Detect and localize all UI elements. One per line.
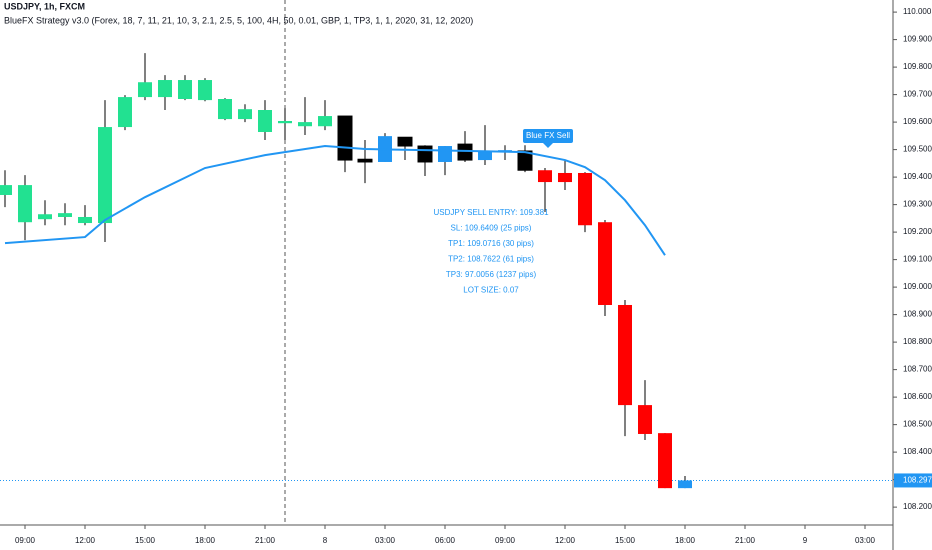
candle-body (178, 80, 192, 100)
x-tick-label: 9 (803, 536, 808, 545)
candle-body (78, 216, 92, 224)
y-tick-label: 109.200 (903, 227, 932, 236)
moving-average (4, 145, 666, 256)
candle-body (98, 127, 112, 224)
candle-body (238, 109, 252, 120)
candle-body (258, 110, 272, 133)
y-tick-label: 108.500 (903, 420, 932, 429)
candle-body (397, 136, 413, 147)
candle-body (438, 146, 452, 162)
candle-body (517, 150, 533, 171)
candle-body (318, 116, 332, 127)
x-tick-label: 21:00 (255, 536, 276, 545)
x-tick-label: 03:00 (375, 536, 396, 545)
candle-body (598, 222, 612, 305)
chart-title: USDJPY, 1h, FXCM (4, 1, 85, 11)
y-tick-label: 109.000 (903, 282, 932, 291)
y-tick-label: 109.700 (903, 90, 932, 99)
x-tick-label: 03:00 (855, 536, 876, 545)
x-tick-label: 21:00 (735, 536, 756, 545)
info-line: TP3: 97.0056 (1237 pips) (446, 270, 537, 279)
y-tick-label: 108.900 (903, 310, 932, 319)
sell-label-pointer (543, 143, 553, 148)
sell-label-box (523, 129, 573, 143)
candle-body (38, 214, 52, 220)
candle-body (678, 480, 692, 489)
y-tick-label: 109.400 (903, 172, 932, 181)
x-tick-label: 12:00 (555, 536, 576, 545)
info-line: TP1: 109.0716 (30 pips) (448, 239, 534, 248)
candle-body (118, 97, 132, 128)
y-tick-label: 109.900 (903, 35, 932, 44)
candle-body (558, 172, 572, 183)
x-tick-label: 09:00 (495, 536, 516, 545)
candle-body (618, 304, 632, 406)
candle-body (578, 172, 592, 226)
candle-body (278, 121, 292, 124)
candle-body (638, 405, 652, 434)
y-tick-label: 108.700 (903, 365, 932, 374)
y-tick-label: 109.100 (903, 255, 932, 264)
y-tick-label: 109.500 (903, 145, 932, 154)
x-tick-label: 18:00 (195, 536, 216, 545)
candle-body (538, 170, 552, 183)
candle-body (457, 143, 473, 161)
y-tick-label: 110.000 (903, 7, 932, 16)
candle-body (337, 115, 353, 161)
x-tick-label: 18:00 (675, 536, 696, 545)
strategy-info: USDJPY SELL ENTRY: 109.381 SL: 109.6409 (… (433, 208, 549, 295)
candle-body (658, 433, 672, 489)
y-tick-label: 108.400 (903, 447, 932, 456)
candle-body (478, 150, 492, 161)
info-line: USDJPY SELL ENTRY: 109.381 (433, 208, 549, 217)
last-price-label: 108.297 (903, 476, 932, 485)
chart-subtitle: BlueFX Strategy v3.0 (Forex, 18, 7, 11, … (4, 15, 473, 25)
y-tick-label: 109.300 (903, 200, 932, 209)
x-tick-label: 15:00 (615, 536, 636, 545)
candle-body (18, 185, 32, 223)
y-tick-label: 109.800 (903, 62, 932, 71)
x-tick-label: 12:00 (75, 536, 96, 545)
candle-body (58, 213, 72, 217)
info-line: LOT SIZE: 0.07 (463, 286, 519, 295)
candle-body (138, 82, 152, 98)
candle-body (198, 80, 212, 101)
candle-body (357, 158, 373, 163)
y-tick-label: 108.800 (903, 337, 932, 346)
info-line: TP2: 108.7622 (61 pips) (448, 255, 534, 264)
last-price-box (894, 473, 932, 488)
candle-body (218, 99, 232, 120)
candle-body (0, 185, 12, 195)
x-tick-label: 06:00 (435, 536, 456, 545)
candle-body (417, 145, 433, 163)
sell-label: Blue FX Sell (526, 131, 570, 140)
info-line: SL: 109.6409 (25 pips) (451, 224, 532, 233)
x-tick-label: 09:00 (15, 536, 36, 545)
x-tick-label: 15:00 (135, 536, 156, 545)
y-tick-label: 108.600 (903, 392, 932, 401)
candle-body (298, 122, 312, 127)
candle-body (158, 80, 172, 98)
y-tick-label: 108.200 (903, 502, 932, 511)
y-tick-label: 109.600 (903, 117, 932, 126)
x-tick-label: 8 (323, 536, 328, 545)
